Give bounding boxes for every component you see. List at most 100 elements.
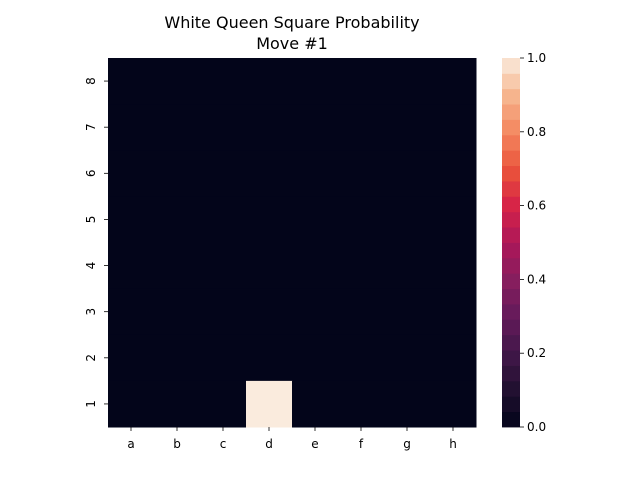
y-tick-label: 7	[84, 123, 98, 131]
heatmap-cell-b3	[154, 288, 201, 336]
heatmap-cell-h3	[430, 288, 477, 336]
heatmap-cell-e4	[292, 242, 339, 290]
colorbar-segment	[502, 319, 520, 336]
colorbar-segment	[502, 134, 520, 151]
colorbar-segment	[502, 242, 520, 259]
heatmap-cell-d3	[246, 288, 293, 336]
colorbar-segment	[502, 334, 520, 351]
colorbar-segment	[502, 88, 520, 105]
colorbar-segment	[502, 257, 520, 274]
colorbar-segment	[502, 411, 520, 428]
y-tick-label: 5	[84, 216, 98, 224]
heatmap-cell-b1	[154, 380, 201, 428]
heatmap-cell-g4	[384, 242, 431, 290]
heatmap-cell-c5	[200, 196, 247, 244]
colorbar-tick-label: 0.6	[527, 199, 546, 213]
heatmap-cell-g5	[384, 196, 431, 244]
heatmap-cell-a1	[108, 380, 155, 428]
heatmap-cell-h7	[430, 104, 477, 151]
heatmap-cell-a2	[108, 334, 155, 382]
heatmap-cell-a7	[108, 104, 155, 151]
heatmap-cell-c4	[200, 242, 247, 290]
heatmap-cell-a3	[108, 288, 155, 336]
colorbar-segment	[502, 119, 520, 136]
colorbar-segment	[502, 165, 520, 182]
y-tick-label: 4	[84, 262, 98, 270]
heatmap-cell-a4	[108, 242, 155, 290]
heatmap-cell-b6	[154, 150, 201, 197]
y-tick-label: 8	[84, 77, 98, 85]
x-tick-label: h	[449, 437, 457, 451]
y-axis: 8 7 6 5 4 3 2 1	[84, 77, 108, 408]
colorbar: 0.0 0.2 0.4 0.6 0.8 1.0	[502, 51, 546, 434]
heatmap-cell-h6	[430, 150, 477, 197]
heatmap-cell-f8	[338, 58, 385, 105]
y-tick-label: 6	[84, 169, 98, 177]
colorbar-segment	[502, 104, 520, 120]
heatmap-cell-d5	[246, 196, 293, 244]
heatmap-cell-c8	[200, 58, 247, 105]
heatmap-cell-b5	[154, 196, 201, 244]
heatmap-cell-e5	[292, 196, 339, 244]
y-tick-label: 3	[84, 308, 98, 316]
heatmap-cell-d2	[246, 334, 293, 382]
colorbar-tick-label: 1.0	[527, 51, 546, 65]
colorbar-tick-label: 0.0	[527, 420, 546, 434]
x-tick-label: c	[220, 437, 227, 451]
x-tick-label: f	[359, 437, 364, 451]
colorbar-segment	[502, 273, 520, 290]
heatmap-cell-c6	[200, 150, 247, 197]
colorbar-segment	[502, 196, 520, 213]
heatmap-cell-h8	[430, 58, 477, 105]
heatmap-cell-g3	[384, 288, 431, 336]
heatmap-cell-f3	[338, 288, 385, 336]
colorbar-segment	[502, 181, 520, 197]
colorbar-segment	[502, 211, 520, 228]
heatmap-cell-g1	[384, 380, 431, 428]
heatmap-cell-a6	[108, 150, 155, 197]
heatmap-cell-h4	[430, 242, 477, 290]
colorbar-segment	[502, 227, 520, 243]
colorbar-segment	[502, 73, 520, 90]
colorbar-segment	[502, 380, 520, 397]
colorbar-tick-label: 0.8	[527, 125, 546, 139]
heatmap-cell-a5	[108, 196, 155, 244]
heatmap-cell-f7	[338, 104, 385, 151]
heatmap-cell-c1	[200, 380, 247, 428]
heatmap-cell-d6	[246, 150, 293, 197]
heatmap-cell-g8	[384, 58, 431, 105]
colorbar-segment	[502, 150, 520, 167]
heatmap-cell-h2	[430, 334, 477, 382]
heatmap-cells	[108, 58, 477, 428]
y-tick-label: 1	[84, 400, 98, 408]
colorbar-segment	[502, 365, 520, 382]
heatmap-cell-f5	[338, 196, 385, 244]
heatmap-cell-h1	[430, 380, 477, 428]
colorbar-segment	[502, 396, 520, 413]
colorbar-segment	[502, 58, 520, 74]
heatmap-cell-g2	[384, 334, 431, 382]
heatmap-cell-a8	[108, 58, 155, 105]
heatmap-cell-g7	[384, 104, 431, 151]
colorbar-segment	[502, 304, 520, 320]
heatmap-cell-b8	[154, 58, 201, 105]
heatmap-cell-c7	[200, 104, 247, 151]
heatmap-cell-d1	[246, 380, 293, 428]
y-tick-label: 2	[84, 354, 98, 362]
heatmap-cell-d4	[246, 242, 293, 290]
x-tick-label: a	[127, 437, 134, 451]
x-tick-label: g	[403, 437, 411, 451]
heatmap-cell-b7	[154, 104, 201, 151]
heatmap-cell-c2	[200, 334, 247, 382]
heatmap-cell-e2	[292, 334, 339, 382]
heatmap-cell-b4	[154, 242, 201, 290]
heatmap-cell-d8	[246, 58, 293, 105]
heatmap-cell-e7	[292, 104, 339, 151]
heatmap-cell-e6	[292, 150, 339, 197]
x-tick-label: d	[265, 437, 273, 451]
colorbar-segment	[502, 350, 520, 366]
colorbar-segment	[502, 288, 520, 305]
heatmap-cell-e1	[292, 380, 339, 428]
x-axis: a b c d e f g h	[127, 427, 457, 451]
